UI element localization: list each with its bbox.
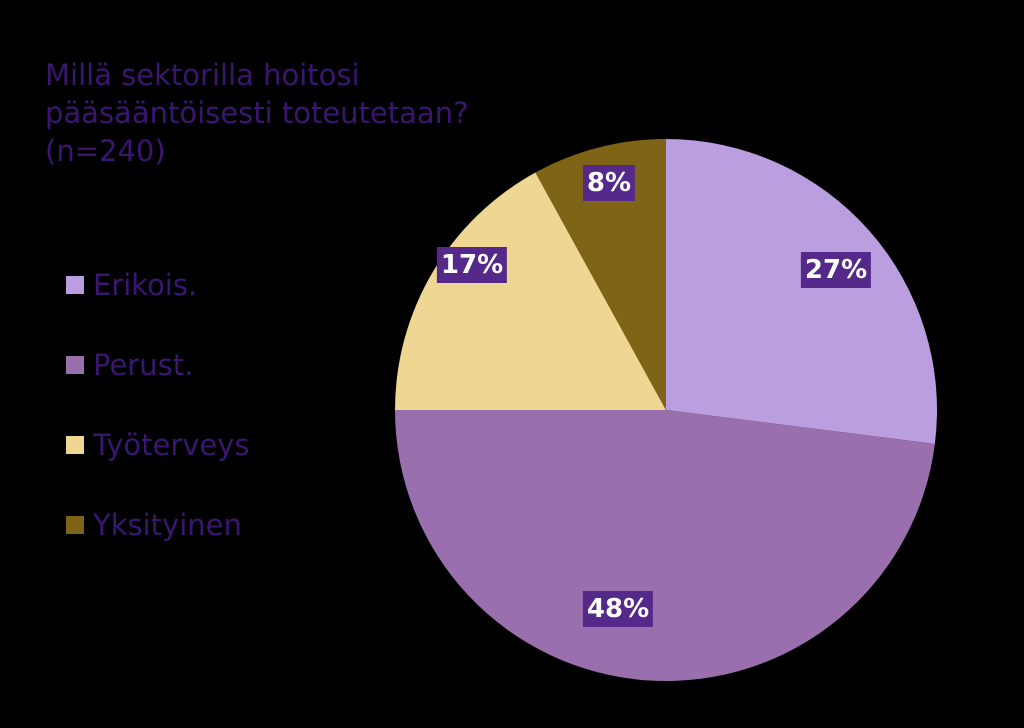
data-label-yksityinen: 8% <box>582 165 636 201</box>
legend-item-perust: Perust. <box>66 348 193 382</box>
data-label-erikois: 27% <box>800 252 872 288</box>
legend-label: Työterveys <box>93 428 250 462</box>
legend-swatch <box>66 356 84 374</box>
chart-title: Millä sektorilla hoitosi pääsääntöisesti… <box>45 56 468 170</box>
legend-label: Perust. <box>93 348 194 382</box>
data-label-perust: 48% <box>582 591 654 627</box>
legend-item-erikois: Erikois. <box>66 268 197 302</box>
pie-slice-erikois <box>666 139 938 444</box>
pie-slice-yksityinen <box>535 139 666 410</box>
title-line-2: pääsääntöisesti toteutetaan? <box>45 96 469 130</box>
title-line-1: Millä sektorilla hoitosi <box>45 58 360 92</box>
legend-label: Erikois. <box>93 268 198 302</box>
legend-label: Yksityinen <box>93 508 242 542</box>
legend-item-yksityinen: Yksityinen <box>66 508 242 542</box>
data-label-tyoterveys: 17% <box>436 247 508 283</box>
legend-item-tyoterveys: Työterveys <box>66 428 250 462</box>
legend-swatch <box>66 436 84 454</box>
pie-slice-tyoterveys <box>395 172 666 410</box>
pie-slice-perust <box>395 410 935 682</box>
legend-swatch <box>66 276 84 294</box>
legend-swatch <box>66 516 84 534</box>
title-line-3: (n=240) <box>45 134 166 168</box>
